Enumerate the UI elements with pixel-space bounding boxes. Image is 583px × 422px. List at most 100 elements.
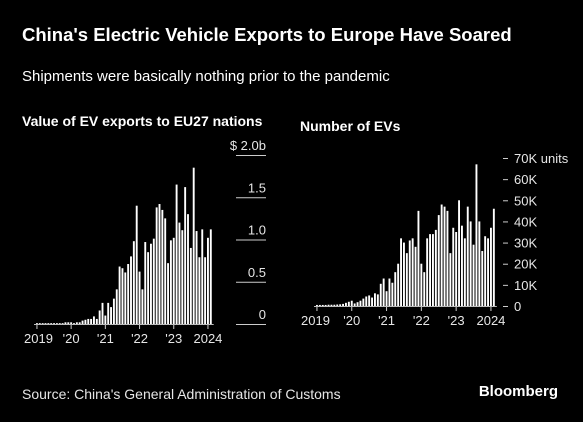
bar [376,294,379,306]
bar [101,302,104,324]
bar [440,204,443,306]
bar [423,272,426,306]
bar [429,234,431,306]
bar [374,293,376,306]
bar [93,316,95,324]
bar [164,218,167,324]
bar [333,304,336,306]
bar [50,323,53,324]
y-tick-label: 70K units [514,151,569,166]
bar [487,238,489,306]
chart-subtitle: Shipments were basically nothing prior t… [22,68,390,85]
bar [58,323,61,324]
bar [184,187,187,324]
bar [121,268,124,324]
x-tick-label: '20 [343,313,360,328]
bar [198,257,201,324]
bar [359,300,362,306]
x-tick-label: '22 [131,331,148,346]
bar [324,304,327,306]
bar [118,266,121,324]
bar [169,240,172,324]
bar [437,215,440,306]
bar [318,304,321,306]
bar [53,323,55,324]
bar [138,271,141,324]
bar [84,319,87,324]
bar [461,225,463,306]
bar [446,210,449,306]
y-tick-label: 10K [514,278,537,293]
bar [400,238,402,306]
panel-title-value: Value of EV exports to EU27 nations [22,113,263,129]
bar [104,315,107,324]
panel-title-count: Number of EVs [300,118,401,134]
bar [478,221,481,306]
x-tick-label: 2019 [301,313,330,328]
x-tick-label: '21 [97,331,114,346]
bar [414,246,417,306]
bar [336,304,339,306]
bar [426,238,429,306]
bar [78,322,81,324]
y-tick-label: 1.5 [248,180,266,195]
bar [44,323,47,324]
bar [127,264,130,324]
bar [152,238,155,324]
bar [452,227,455,306]
bar [353,303,356,306]
bar [417,210,420,306]
bar [161,209,164,324]
bar [158,204,161,324]
bar [449,253,452,306]
bar [98,310,101,324]
bar [316,304,318,306]
bar [55,323,58,324]
bar [403,242,405,306]
bar [382,278,385,306]
bar [327,304,330,306]
bar [73,323,75,324]
bar [434,229,437,306]
y-tick-label: 0.5 [248,265,266,280]
bar [347,301,350,306]
y-tick-label: 0 [259,307,266,322]
bar [330,304,333,306]
bar [110,307,112,324]
bar [195,231,198,324]
bar [167,263,169,324]
bar [379,283,382,306]
bar [391,282,394,306]
bar [38,323,41,324]
bar [81,320,84,324]
bar [107,302,110,324]
y-tick-label: 1.0 [248,223,266,238]
bar [463,238,466,306]
x-tick-label: '22 [413,313,430,328]
bar [443,206,446,306]
bar [147,252,150,324]
bar [492,208,495,306]
bar [432,234,434,306]
bar [112,298,115,324]
bar [484,236,487,306]
bar [175,184,178,324]
x-tick-label: '23 [165,331,182,346]
bar [181,230,184,324]
bar [178,222,181,324]
y-tick-label: $ 2.0b [230,138,266,153]
bar [61,323,64,324]
bar [345,302,347,306]
bar [350,300,353,306]
bar [41,323,44,324]
bar [47,323,50,324]
bar [207,237,209,324]
bar [150,243,152,324]
bar [192,167,195,324]
bar [388,278,391,306]
bar [64,322,67,324]
x-tick-label: '21 [378,313,395,328]
source-note: Source: China's General Administration o… [22,386,341,402]
bar [141,289,144,324]
